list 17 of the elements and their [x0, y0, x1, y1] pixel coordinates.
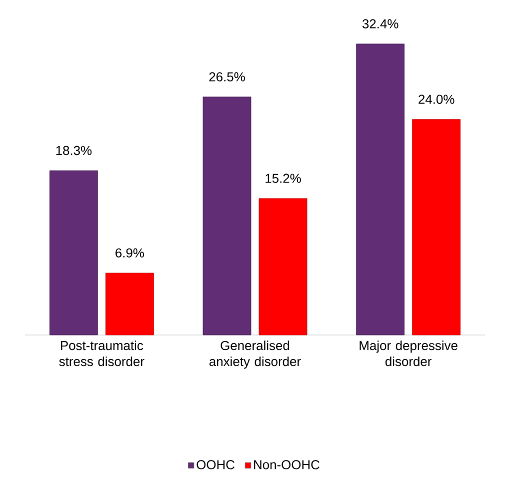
x-tick-label: Major depressive disorder — [360, 340, 458, 366]
bar — [356, 44, 405, 336]
data-label: 18.3% — [56, 146, 92, 156]
bar — [412, 119, 461, 336]
legend-label: Non-OOHC — [254, 460, 320, 470]
bar — [49, 170, 98, 336]
x-tick-label: Post-traumatic stress disorder — [59, 340, 144, 366]
data-label: 24.0% — [418, 94, 454, 104]
data-label: 6.9% — [116, 248, 144, 258]
bar — [105, 272, 154, 336]
legend-label: OOHC — [196, 460, 234, 470]
data-label: 26.5% — [209, 72, 245, 82]
data-label: 32.4% — [362, 19, 398, 28]
bar — [202, 96, 252, 336]
bar — [258, 198, 308, 336]
x-tick-label: Generalised anxiety disorder — [209, 340, 301, 369]
data-label: 15.2% — [266, 174, 301, 183]
